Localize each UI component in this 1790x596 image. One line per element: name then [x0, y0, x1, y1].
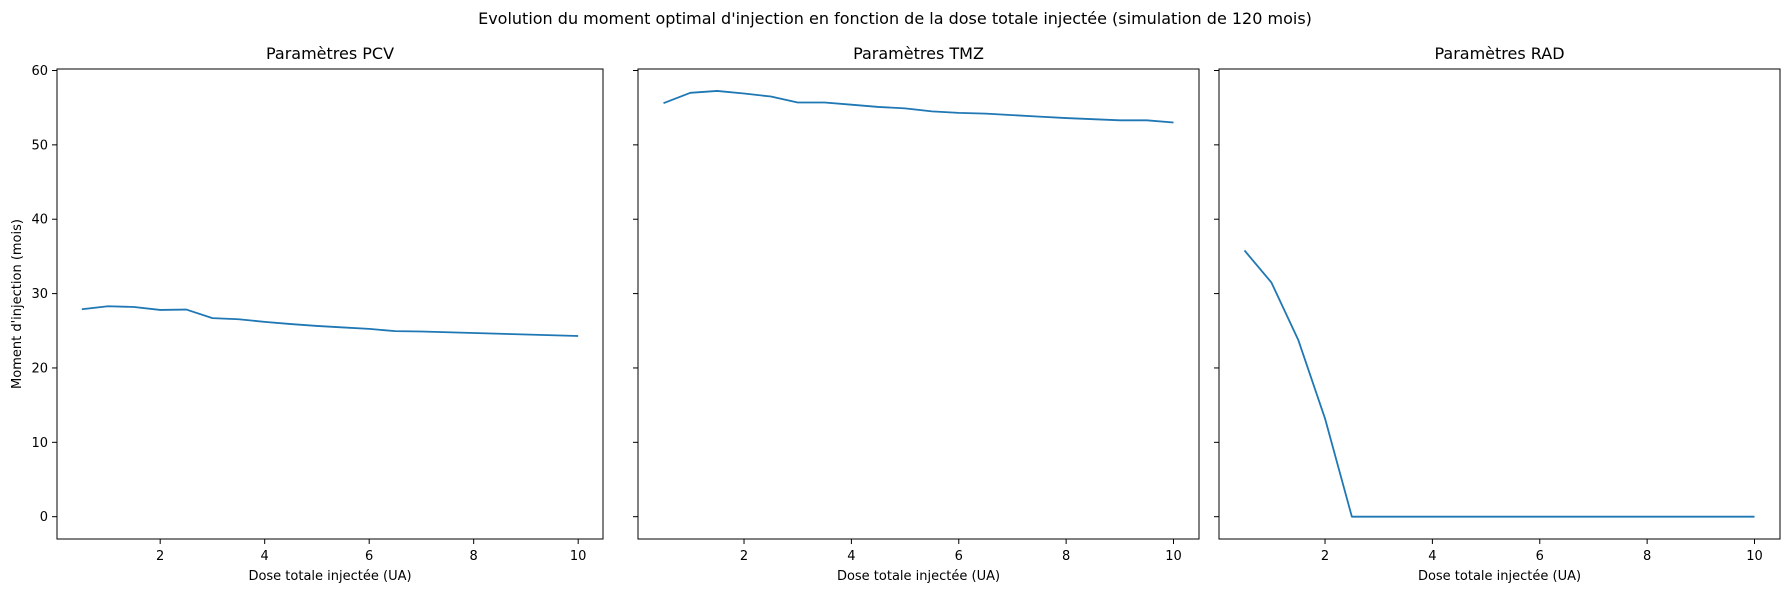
x-axis-label: Dose totale injectée (UA): [837, 569, 1000, 584]
x-tick-label: 6: [955, 549, 963, 564]
y-tick-label: 30: [31, 287, 48, 302]
y-tick-label: 10: [31, 436, 48, 451]
x-tick-label: 2: [156, 549, 164, 564]
x-tick-label: 4: [847, 549, 855, 564]
panel-1: 2 4 6 8 10 0 10 20 30 40 50 60 Paramètres PCV Dose to…: [10, 44, 604, 584]
panel-title: Paramètres TMZ: [853, 44, 984, 63]
y-tick-label: 50: [31, 138, 48, 153]
x-tick-label: 8: [1643, 549, 1651, 564]
x-tick-label: 8: [470, 549, 478, 564]
panel-3: 2 4 6 8 10 Paramètres RAD Dose totale injectée…: [1214, 44, 1781, 584]
series-line: [81, 305, 579, 337]
plot-frame: [1218, 68, 1781, 540]
x-axis-label: Dose totale injectée (UA): [248, 569, 411, 584]
panels: 2 4 6 8 10 0 10 20 30 40 50 60 Paramètres PCV Dose to…: [10, 44, 1781, 584]
series-line: [1243, 249, 1755, 518]
x-tick-label: 4: [1428, 549, 1436, 564]
x-tick-label: 10: [570, 549, 587, 564]
x-tick-label: 8: [1062, 549, 1070, 564]
panel-title: Paramètres PCV: [266, 44, 394, 63]
x-axis-label: Dose totale injectée (UA): [1418, 569, 1581, 584]
x-tick-label: 2: [1321, 549, 1329, 564]
y-tick-label: 20: [31, 361, 48, 376]
x-tick-label: 2: [740, 549, 748, 564]
figure-title: Evolution du moment optimal d'injection …: [478, 9, 1312, 28]
x-tick-label: 6: [365, 549, 373, 564]
series-line: [663, 90, 1174, 124]
x-tick-label: 4: [261, 549, 269, 564]
panel-2: 2 4 6 8 10 Paramètres TMZ Dose totale injectée…: [633, 44, 1200, 584]
x-tick-label: 10: [1165, 549, 1182, 564]
x-tick-label: 10: [1746, 549, 1763, 564]
plot-frame: [637, 68, 1200, 540]
y-tick-label: 0: [40, 510, 48, 525]
plot-frame: [56, 68, 604, 540]
x-tick-label: 6: [1536, 549, 1544, 564]
panel-title: Paramètres RAD: [1434, 44, 1564, 63]
y-tick-label: 40: [31, 213, 48, 228]
y-tick-label: 60: [31, 64, 48, 79]
y-axis-label: Moment d'injection (mois): [10, 219, 25, 389]
